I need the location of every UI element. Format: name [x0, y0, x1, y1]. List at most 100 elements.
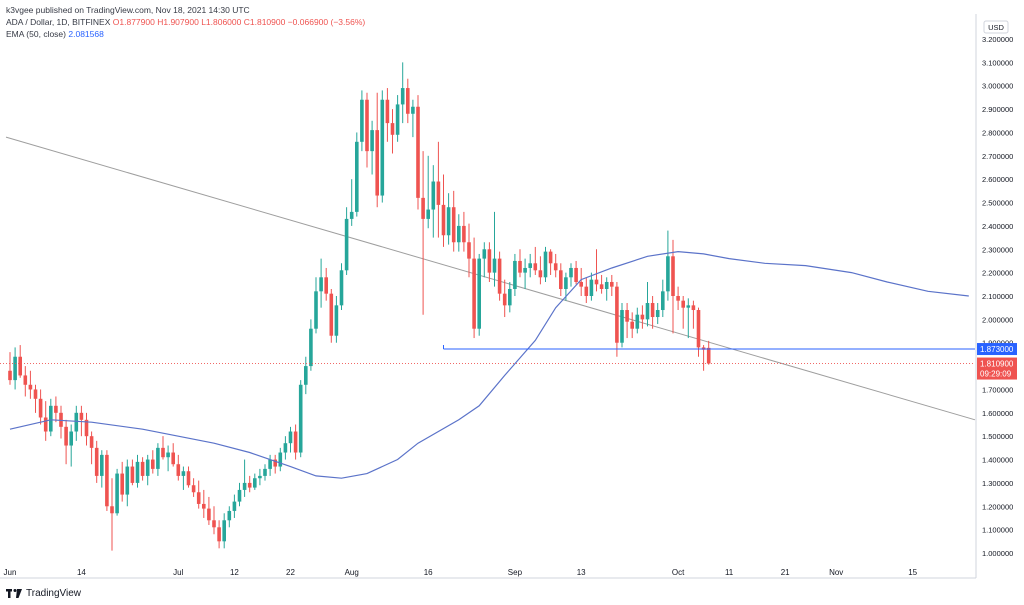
y-tick-label: 1.400000 — [982, 456, 1013, 465]
x-tick-label: Aug — [345, 568, 359, 577]
candle-body — [89, 436, 94, 448]
x-tick-label: 13 — [577, 568, 586, 577]
x-tick-label: Jun — [4, 568, 17, 577]
candle-body — [18, 356, 22, 376]
candle-body — [94, 447, 99, 476]
candle-body — [278, 452, 283, 467]
candle-body — [579, 281, 583, 287]
candle-body — [375, 130, 379, 196]
candle-body — [202, 503, 206, 509]
candle-body — [115, 473, 119, 514]
candle-body — [502, 293, 507, 306]
candle-body — [508, 288, 512, 306]
price-axis[interactable]: USD — [0, 14, 1009, 579]
y-tick-label: 2.700000 — [982, 152, 1013, 161]
candle-body — [661, 291, 665, 311]
candle-body — [319, 277, 323, 292]
candle-body — [390, 123, 395, 135]
candle-body — [171, 452, 175, 465]
candle-body — [304, 366, 308, 385]
candle-body — [569, 267, 573, 278]
candle-body — [268, 459, 272, 469]
candle-body — [584, 286, 589, 296]
currency-badge[interactable] — [983, 20, 1009, 34]
candle-body — [207, 508, 211, 521]
candle-body — [543, 251, 548, 278]
candle-body — [457, 225, 461, 243]
x-tick-label: 21 — [781, 568, 790, 577]
candle-body — [237, 489, 242, 502]
candle-body — [344, 218, 349, 271]
y-tick-label: 2.900000 — [982, 105, 1013, 114]
candle-body — [253, 478, 257, 488]
candle-body — [69, 431, 73, 446]
candle-body — [191, 485, 196, 493]
candle-body — [482, 249, 487, 259]
candle-body — [513, 260, 517, 289]
y-tick-labels: 3.200000 3.100000 3.000000 2.900000 2.800000… — [982, 35, 1013, 558]
candle-body — [258, 475, 262, 479]
publisher-line: k3vgee published on TradingView.com, Nov… — [6, 4, 365, 16]
candle-body — [329, 293, 334, 336]
y-tick-label: 1.500000 — [982, 432, 1013, 441]
x-tick-labels: Jun 14 Jul 12 22 Aug 16 Sep 13 Oct 11 21 Nov 15 — [4, 568, 918, 577]
candle-body — [181, 471, 186, 476]
candle-body — [283, 443, 288, 453]
candle-body — [441, 204, 446, 236]
bar-countdown-label: 09:29:09 — [980, 370, 1012, 379]
ohlc-open: O1.877900 — [112, 17, 155, 27]
ohlc-close: C1.810900 — [243, 17, 286, 27]
y-tick-label: 3.200000 — [982, 35, 1013, 44]
candle-body — [676, 296, 680, 301]
candle-body — [349, 211, 354, 219]
candle-body — [242, 482, 247, 490]
y-tick-label: 1.700000 — [982, 385, 1013, 394]
candle-body — [49, 405, 53, 432]
x-tick-label: Nov — [829, 568, 843, 577]
candle-body — [574, 267, 578, 282]
candle-body — [523, 267, 527, 273]
x-tick-label: 11 — [725, 568, 734, 577]
candle-body — [650, 303, 655, 318]
candle-body — [395, 104, 400, 135]
ohlc-change: −0.066900 (−3.56%) — [287, 17, 366, 27]
tradingview-brand: TradingView — [26, 588, 82, 599]
candle-body — [686, 305, 691, 308]
candle-body — [655, 310, 660, 318]
candle-body — [706, 347, 711, 364]
candle-body — [640, 314, 645, 320]
y-tick-label: 2.800000 — [982, 128, 1013, 137]
candle-body — [110, 506, 114, 514]
y-tick-label: 3.100000 — [982, 58, 1013, 67]
candle-body — [176, 464, 181, 476]
candle-body — [161, 447, 165, 458]
y-tick-label: 3.000000 — [982, 82, 1013, 91]
candle-body — [370, 130, 374, 152]
x-tick-label: 16 — [424, 568, 433, 577]
candle-body — [599, 284, 604, 289]
candle-body — [533, 263, 538, 271]
y-tick-label: 2.500000 — [982, 199, 1013, 208]
candle-body — [105, 454, 109, 507]
candle-body — [314, 291, 318, 329]
ema-label[interactable]: EMA (50, close) — [6, 29, 66, 39]
candle-body — [339, 270, 344, 306]
candle-body — [28, 384, 33, 390]
candle-body — [227, 510, 232, 521]
candle-body — [309, 328, 313, 367]
candle-body — [355, 141, 359, 212]
symbol-name[interactable]: ADA / Dollar, 1D, BITFINEX — [6, 17, 111, 27]
candle-body — [426, 209, 430, 219]
candle-body — [232, 501, 237, 511]
candle-body — [696, 310, 701, 348]
candle-body — [462, 225, 466, 243]
ema-layer — [9, 250, 969, 479]
y-tick-label: 2.300000 — [982, 245, 1013, 254]
candle-body — [477, 258, 481, 329]
candle-body — [666, 256, 670, 292]
candle-body — [217, 527, 221, 542]
candle-body — [385, 99, 390, 124]
candle-body — [548, 251, 553, 264]
candle-body — [671, 256, 675, 296]
